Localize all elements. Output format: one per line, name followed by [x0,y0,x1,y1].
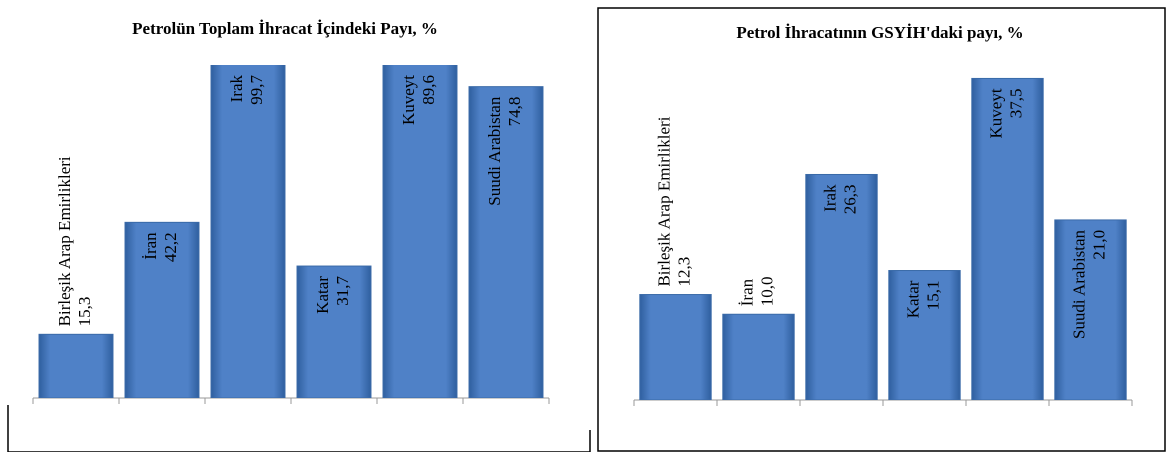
value-label: 99,7 [247,75,266,105]
bar [722,313,795,400]
value-label: 10,0 [757,277,776,307]
bar [1054,219,1127,400]
bar [468,86,544,398]
value-label: 26,3 [840,184,859,214]
category-label: Birleşik Arap Emirlikleri [55,156,74,326]
frame-left [7,405,591,452]
bar [888,270,961,400]
value-label: 15,3 [75,297,94,327]
category-label: Birleşik Arap Emirlikleri [654,116,673,286]
category-label: İran [141,232,160,260]
category-label: Kuveyt [399,75,418,125]
chart-title: Petrol İhracatının GSYİH'daki payı, % [736,23,1023,42]
chart-title: Petrolün Toplam İhracat İçindeki Payı, % [132,19,438,38]
frame-right [597,7,1166,452]
category-label: Irak [227,75,246,103]
value-label: 42,2 [161,232,180,262]
bar [296,265,372,398]
bar [210,65,286,398]
category-label: Katar [903,280,922,318]
value-label: 74,8 [505,97,524,127]
value-label: 31,7 [333,276,352,306]
value-label: 12,3 [674,257,693,287]
bar [382,65,458,398]
bar [38,333,114,398]
category-label: Suudi Arabistan [485,96,504,206]
category-label: Irak [820,184,839,212]
value-label: 21,0 [1089,230,1108,260]
bar [639,294,712,400]
category-label: Katar [313,276,332,314]
value-label: 89,6 [419,75,438,105]
category-label: Kuveyt [986,88,1005,138]
value-label: 37,5 [1006,88,1025,118]
bar [805,173,878,400]
category-label: İran [737,278,756,306]
bar [971,77,1044,400]
category-label: Suudi Arabistan [1069,229,1088,339]
bar [124,221,200,398]
value-label: 15,1 [923,281,942,311]
